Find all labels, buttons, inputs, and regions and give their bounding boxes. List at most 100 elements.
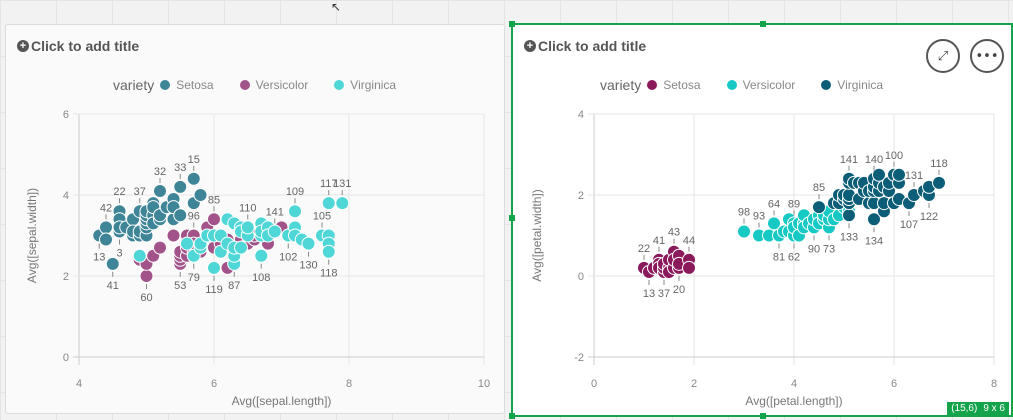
- add-title-button[interactable]: + Click to add title: [17, 38, 139, 54]
- y-tick-label: 6: [63, 109, 69, 121]
- point-label: 122: [920, 211, 938, 223]
- data-point-virginica: [132, 248, 147, 263]
- data-point-versicolor: [166, 228, 181, 243]
- point-label: 110: [239, 202, 257, 214]
- legend-item-setosa[interactable]: Setosa: [160, 78, 214, 92]
- legend-dot: [160, 80, 171, 90]
- expand-button[interactable]: ⤢: [926, 39, 960, 73]
- point-label: 89: [788, 198, 800, 210]
- resize-handle[interactable]: [760, 21, 766, 27]
- point-label: 53: [174, 280, 186, 292]
- point-label: 85: [813, 182, 825, 194]
- resize-handle[interactable]: [509, 413, 515, 419]
- point-label: 85: [208, 194, 220, 206]
- x-tick-label: 4: [76, 378, 82, 390]
- legend-dot: [821, 80, 832, 90]
- data-point-versicolor: [767, 216, 781, 231]
- legend-item-virginica[interactable]: Virginica: [334, 78, 396, 92]
- point-label: 90: [808, 243, 820, 255]
- add-title-button[interactable]: + Click to add title: [524, 38, 646, 54]
- legend-item-setosa[interactable]: Setosa: [647, 78, 701, 92]
- mouse-cursor-icon: ↖: [331, 0, 342, 14]
- data-point-virginica: [234, 240, 248, 255]
- legend-item-virginica[interactable]: Virginica: [821, 78, 883, 92]
- x-tick-label: 0: [591, 378, 597, 390]
- scatter-chart-sepal[interactable]: 4 6 8 10 0 2 4 6 Avg([sepal.length]) Avg([sepal.w…: [5, 24, 505, 414]
- legend-item-versicolor[interactable]: Versicolor: [239, 78, 308, 92]
- expand-icon: ⤢: [937, 48, 949, 64]
- x-tick-label: 2: [691, 378, 697, 390]
- scatter-chart-petal[interactable]: 0 2 4 6 8 -2 0 2 4 Avg([petal.length]) Avg([petal.…: [509, 21, 1013, 419]
- y-tick-label: 4: [578, 109, 584, 121]
- y-tick-label: 2: [578, 190, 584, 202]
- x-tick-label: 8: [346, 378, 352, 390]
- y-axis-title: Avg([sepal.width]): [25, 188, 39, 283]
- more-options-button[interactable]: •••: [970, 39, 1004, 73]
- data-point-virginica: [812, 200, 826, 215]
- data-point-virginica: [267, 224, 282, 239]
- data-point-versicolor: [153, 240, 167, 255]
- point-label: 44: [683, 235, 695, 247]
- point-label: 118: [320, 268, 338, 280]
- legend-label: Setosa: [663, 78, 701, 92]
- legend-dot: [334, 80, 345, 90]
- data-point-setosa: [99, 220, 113, 235]
- point-label: 3: [116, 247, 122, 259]
- point-label: 33: [174, 162, 186, 174]
- data-point-virginica: [321, 244, 336, 259]
- x-tick-label: 4: [791, 378, 797, 390]
- scatter-plot-area: 0 2 4 6 8 -2 0 2 4 Avg([petal.length]) Avg([petal.…: [530, 109, 997, 408]
- data-point-virginica: [207, 260, 221, 275]
- point-label: 37: [134, 186, 146, 198]
- y-tick-label: 2: [63, 271, 69, 283]
- point-label: 141: [266, 206, 284, 218]
- point-label: 62: [788, 252, 800, 264]
- size-text: 9 x 6: [983, 403, 1005, 414]
- data-point-versicolor: [737, 224, 751, 239]
- point-label: 13: [93, 252, 105, 264]
- data-point-virginica: [180, 236, 194, 251]
- resize-handle[interactable]: [509, 215, 515, 221]
- point-label: 105: [313, 211, 331, 223]
- grid-position-badge: (15,6) 9 x 6: [947, 402, 1009, 415]
- data-point-setosa: [173, 179, 188, 194]
- data-point-virginica: [288, 204, 302, 219]
- point-label: 100: [885, 150, 903, 162]
- point-label: 134: [865, 235, 883, 247]
- x-axis-title: Avg([sepal.length]): [232, 394, 332, 408]
- legend-label: Virginica: [350, 78, 397, 92]
- point-label: 81: [773, 252, 785, 264]
- data-point-setosa: [99, 232, 113, 247]
- point-label: 43: [668, 227, 680, 239]
- point-label: 107: [900, 219, 918, 231]
- y-tick-label: 0: [63, 352, 69, 364]
- point-label: 42: [100, 202, 112, 214]
- point-label: 60: [140, 292, 152, 304]
- y-tick-label: 0: [578, 271, 584, 283]
- title-placeholder: Click to add title: [31, 38, 140, 54]
- point-label: 73: [823, 243, 835, 255]
- legend-label: Setosa: [176, 78, 214, 92]
- resize-handle[interactable]: [760, 413, 766, 419]
- point-label: 22: [113, 186, 125, 198]
- data-point-setosa: [105, 256, 120, 271]
- point-label: 32: [154, 166, 166, 178]
- point-label: 133: [840, 231, 858, 243]
- data-point-virginica: [842, 208, 856, 223]
- legend-title: variety: [113, 77, 155, 93]
- y-axis-title: Avg([petal.width]): [530, 189, 544, 282]
- legend-item-versicolor[interactable]: Versicolor: [726, 78, 796, 92]
- data-point-virginica: [240, 220, 255, 235]
- legend-label: Versicolor: [742, 78, 796, 92]
- legend-dot: [239, 80, 250, 90]
- x-tick-label: 10: [478, 378, 490, 390]
- data-point-virginica: [301, 236, 316, 251]
- point-label: 131: [905, 170, 923, 182]
- point-label: 117: [320, 178, 338, 190]
- point-label: 15: [188, 154, 200, 166]
- data-point-versicolor: [139, 269, 154, 283]
- resize-handle[interactable]: [509, 21, 515, 27]
- point-label: 64: [768, 198, 780, 210]
- data-point-setosa: [173, 208, 188, 223]
- point-label: 130: [299, 260, 317, 272]
